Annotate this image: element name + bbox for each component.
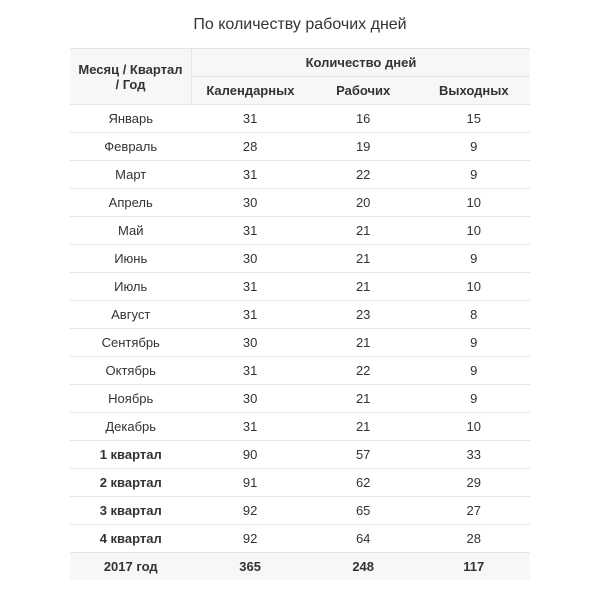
table-row: Апрель302010 bbox=[70, 189, 530, 217]
cell-calendar: 28 bbox=[191, 133, 308, 161]
header-days-group: Количество дней bbox=[191, 49, 530, 77]
cell-period: Июнь bbox=[70, 245, 191, 273]
table-total-row: 2017 год 365 248 117 bbox=[70, 553, 530, 581]
cell-off: 27 bbox=[418, 497, 530, 525]
table-row: 2 квартал916229 bbox=[70, 469, 530, 497]
header-work: Рабочих bbox=[309, 77, 418, 105]
cell-work: 57 bbox=[309, 441, 418, 469]
cell-calendar: 30 bbox=[191, 245, 308, 273]
cell-work: 21 bbox=[309, 329, 418, 357]
cell-work: 65 bbox=[309, 497, 418, 525]
cell-period: 3 квартал bbox=[70, 497, 191, 525]
table-row: 1 квартал905733 bbox=[70, 441, 530, 469]
cell-off: 28 bbox=[418, 525, 530, 553]
cell-off: 10 bbox=[418, 413, 530, 441]
cell-work: 21 bbox=[309, 385, 418, 413]
cell-period: Май bbox=[70, 217, 191, 245]
cell-period: Ноябрь bbox=[70, 385, 191, 413]
cell-off: 10 bbox=[418, 217, 530, 245]
cell-calendar: 31 bbox=[191, 357, 308, 385]
cell-off: 29 bbox=[418, 469, 530, 497]
cell-work: 21 bbox=[309, 413, 418, 441]
cell-work: 19 bbox=[309, 133, 418, 161]
cell-off: 8 bbox=[418, 301, 530, 329]
header-calendar: Календарных bbox=[191, 77, 308, 105]
table-body: Январь311615Февраль28199Март31229Апрель3… bbox=[70, 105, 530, 553]
total-work: 248 bbox=[309, 553, 418, 581]
cell-period: Декабрь bbox=[70, 413, 191, 441]
cell-calendar: 30 bbox=[191, 385, 308, 413]
table-title: По количеству рабочих дней bbox=[30, 16, 570, 34]
header-period: Месяц / Квартал / Год bbox=[70, 49, 191, 105]
cell-period: Март bbox=[70, 161, 191, 189]
cell-work: 62 bbox=[309, 469, 418, 497]
cell-off: 33 bbox=[418, 441, 530, 469]
cell-work: 21 bbox=[309, 273, 418, 301]
cell-work: 16 bbox=[309, 105, 418, 133]
table-row: 3 квартал926527 bbox=[70, 497, 530, 525]
table-row: Август31238 bbox=[70, 301, 530, 329]
cell-off: 9 bbox=[418, 133, 530, 161]
table-row: Июнь30219 bbox=[70, 245, 530, 273]
working-days-table: Месяц / Квартал / Год Количество дней Ка… bbox=[70, 48, 530, 580]
cell-off: 9 bbox=[418, 357, 530, 385]
cell-calendar: 31 bbox=[191, 413, 308, 441]
table-row: 4 квартал926428 bbox=[70, 525, 530, 553]
cell-off: 9 bbox=[418, 329, 530, 357]
total-period: 2017 год bbox=[70, 553, 191, 581]
cell-period: 2 квартал bbox=[70, 469, 191, 497]
cell-period: Октябрь bbox=[70, 357, 191, 385]
cell-calendar: 90 bbox=[191, 441, 308, 469]
cell-period: Июль bbox=[70, 273, 191, 301]
table-row: Сентябрь30219 bbox=[70, 329, 530, 357]
cell-calendar: 31 bbox=[191, 273, 308, 301]
table-row: Декабрь312110 bbox=[70, 413, 530, 441]
cell-period: Январь bbox=[70, 105, 191, 133]
cell-calendar: 92 bbox=[191, 525, 308, 553]
cell-calendar: 91 bbox=[191, 469, 308, 497]
cell-calendar: 92 bbox=[191, 497, 308, 525]
cell-calendar: 31 bbox=[191, 301, 308, 329]
cell-work: 20 bbox=[309, 189, 418, 217]
cell-work: 21 bbox=[309, 217, 418, 245]
table-row: Октябрь31229 bbox=[70, 357, 530, 385]
cell-work: 23 bbox=[309, 301, 418, 329]
cell-period: Сентябрь bbox=[70, 329, 191, 357]
cell-off: 9 bbox=[418, 385, 530, 413]
table-row: Июль312110 bbox=[70, 273, 530, 301]
cell-period: 4 квартал bbox=[70, 525, 191, 553]
header-off: Выходных bbox=[418, 77, 530, 105]
cell-period: Апрель bbox=[70, 189, 191, 217]
table-row: Январь311615 bbox=[70, 105, 530, 133]
cell-work: 22 bbox=[309, 357, 418, 385]
table-row: Март31229 bbox=[70, 161, 530, 189]
cell-calendar: 31 bbox=[191, 217, 308, 245]
cell-off: 15 bbox=[418, 105, 530, 133]
cell-off: 10 bbox=[418, 189, 530, 217]
table-row: Февраль28199 bbox=[70, 133, 530, 161]
cell-period: Август bbox=[70, 301, 191, 329]
cell-off: 10 bbox=[418, 273, 530, 301]
cell-calendar: 31 bbox=[191, 161, 308, 189]
total-off: 117 bbox=[418, 553, 530, 581]
table-row: Май312110 bbox=[70, 217, 530, 245]
cell-calendar: 30 bbox=[191, 329, 308, 357]
cell-period: 1 квартал bbox=[70, 441, 191, 469]
cell-calendar: 31 bbox=[191, 105, 308, 133]
cell-work: 21 bbox=[309, 245, 418, 273]
cell-work: 22 bbox=[309, 161, 418, 189]
cell-work: 64 bbox=[309, 525, 418, 553]
table-header: Месяц / Квартал / Год Количество дней Ка… bbox=[70, 49, 530, 105]
table-row: Ноябрь30219 bbox=[70, 385, 530, 413]
cell-period: Февраль bbox=[70, 133, 191, 161]
cell-off: 9 bbox=[418, 245, 530, 273]
cell-off: 9 bbox=[418, 161, 530, 189]
total-calendar: 365 bbox=[191, 553, 308, 581]
cell-calendar: 30 bbox=[191, 189, 308, 217]
